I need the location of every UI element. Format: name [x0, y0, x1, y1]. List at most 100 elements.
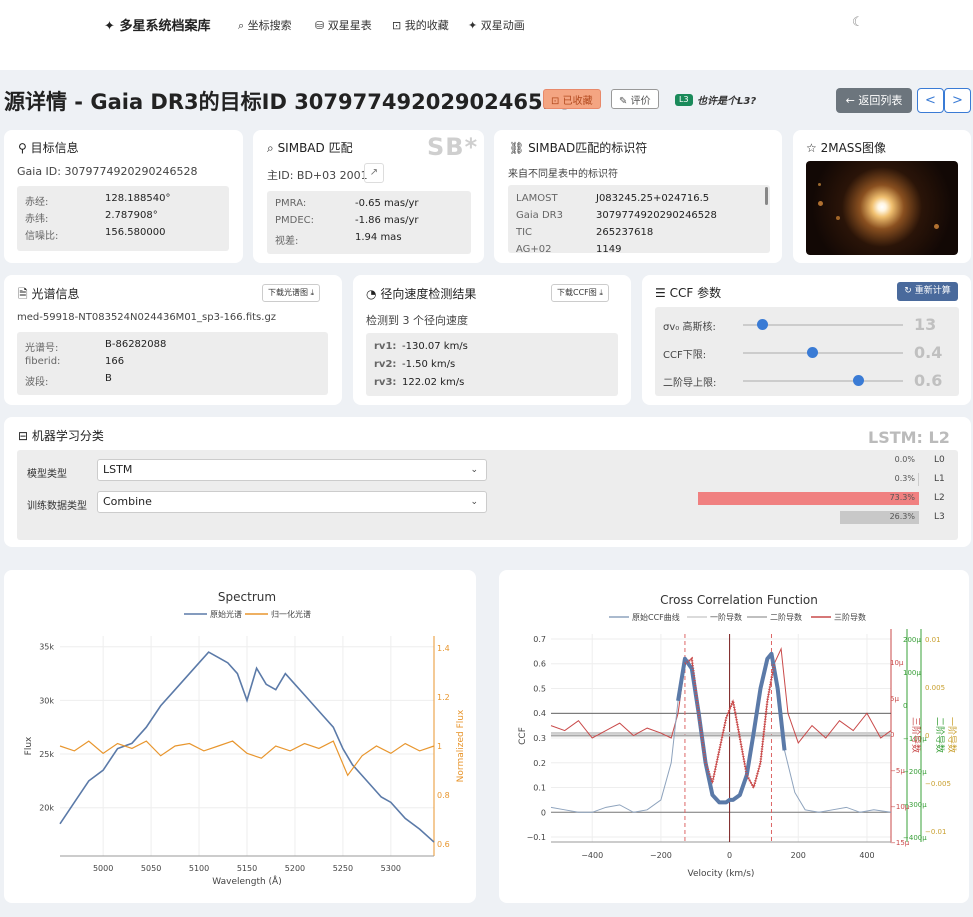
nav-binary-catalog[interactable]: ⛁ 双星星表: [315, 17, 372, 33]
bookmark-icon: ⊡: [392, 19, 402, 32]
y2-axis-label: Normalized Flux: [456, 709, 466, 782]
rate-label: 评价: [630, 96, 651, 107]
x-tick-label: 400: [859, 851, 874, 860]
prev-button[interactable]: <: [917, 88, 944, 113]
card-title: 光谱信息: [31, 287, 80, 301]
nav-binary-animation[interactable]: ✦ 双星动画: [468, 17, 525, 33]
slider-track[interactable]: [743, 352, 903, 354]
train-data-select[interactable]: Combine ⌄: [97, 491, 487, 513]
moon-icon[interactable]: ☾: [852, 15, 864, 30]
y3-tick-label: −300μ: [903, 801, 927, 809]
rv3-key: rv3:: [374, 377, 397, 388]
brand-label: 多星系统档案库: [119, 19, 211, 34]
card-title: 目标信息: [30, 141, 79, 155]
ident-key: LAMOST: [516, 193, 558, 204]
ident-key: AG+02: [516, 244, 552, 253]
download-spectrum-button[interactable]: 下载光谱图 ⤓: [262, 284, 321, 302]
slider-knob[interactable]: [806, 347, 818, 358]
y-tick-label: 25k: [39, 750, 54, 759]
y3-tick-label: 0: [903, 702, 907, 710]
sparkle-icon: ✦: [104, 19, 115, 34]
ml-result: LSTM: L2: [868, 428, 950, 447]
sliders-icon: ☰: [655, 286, 666, 300]
y-tick-label: 0: [541, 808, 546, 817]
y4-tick-label: 0.005: [925, 684, 945, 692]
y-tick-label: −0.1: [527, 833, 546, 842]
brand[interactable]: ✦ 多星系统档案库: [104, 15, 210, 34]
simbad-box: [267, 191, 471, 254]
ident-value: 1149: [596, 244, 622, 253]
pmdec-key: PMDEC:: [275, 215, 315, 226]
refresh-icon: ↻: [904, 286, 912, 296]
nav-my-favorites[interactable]: ⊡ 我的收藏: [392, 17, 449, 33]
card-title: 2MASS图像: [820, 141, 887, 155]
bookmark-icon: ⊡: [551, 96, 560, 107]
star-dot: [836, 216, 840, 220]
series-normalized-spectrum: [59, 740, 435, 777]
next-button[interactable]: >: [944, 88, 971, 113]
back-to-list-button[interactable]: ← 返回列表: [836, 88, 912, 113]
identifiers-list[interactable]: LAMOST J083245.25+024716.5 Gaia DR3 3079…: [508, 185, 770, 253]
y-tick-label: 0.3: [533, 734, 546, 743]
favorite-button[interactable]: ⊡ 已收藏: [543, 89, 601, 109]
rate-button[interactable]: ✎ 评价: [611, 89, 659, 109]
recalc-label: 重新计算: [914, 286, 951, 296]
l3-hint: 也许是个L3?: [697, 96, 757, 107]
slider-value: 0.4: [914, 343, 943, 362]
recalculate-button[interactable]: ↻ 重新计算: [897, 282, 958, 301]
rv-title: ◔ 径向速度检测结果: [366, 285, 476, 302]
card-title: SIMBAD匹配的标识符: [528, 141, 648, 155]
location-icon: ⚲: [18, 141, 27, 155]
download-label: 下载CCF图: [557, 288, 597, 297]
y2-tick-label: −10μ: [890, 803, 910, 811]
robot-icon: ⊟: [18, 429, 29, 443]
x-tick-label: 5100: [189, 864, 209, 873]
simbad-title: ⌕ SIMBAD 匹配: [267, 139, 353, 156]
card-title: 机器学习分类: [31, 429, 104, 443]
nav-label: 坐标搜索: [247, 19, 292, 32]
snr-key: 信噪比:: [25, 231, 59, 242]
chart-title: Spectrum: [218, 590, 276, 604]
slider-knob[interactable]: [853, 375, 865, 386]
dec-key: 赤纬:: [25, 214, 49, 225]
page-title: 源详情 - Gaia DR3的目标ID 3079774920290246528: [4, 90, 572, 114]
dec-value: 2.787908°: [105, 210, 158, 221]
ml-title: ⊟ 机器学习分类: [18, 427, 104, 444]
y3-tick-label: −400μ: [903, 834, 927, 842]
y2-tick-label: 5μ: [890, 695, 899, 703]
star-dot: [818, 201, 823, 206]
y-tick-label: 0.7: [533, 635, 546, 644]
slider-label: σv₀ 高斯核:: [663, 322, 716, 333]
prob-class: L0: [934, 455, 945, 465]
model-type-select[interactable]: LSTM ⌄: [97, 459, 487, 481]
prob-label: 26.3%: [889, 512, 915, 521]
ra-key: 赤经:: [25, 197, 49, 208]
twomass-image: [806, 161, 958, 255]
legend-label: 原始CCF曲线: [632, 612, 680, 622]
prob-bar: [697, 492, 919, 505]
band-key: 波段:: [25, 377, 49, 388]
spectrum-chart[interactable]: Spectrum 原始光谱 归一化光谱 5000 5050 5100 5150 5200 525…: [4, 570, 476, 903]
download-ccf-button[interactable]: 下载CCF图 ⤓: [551, 284, 609, 302]
parallax-value: 1.94 mas: [355, 232, 402, 243]
scrollbar-thumb[interactable]: [765, 187, 768, 205]
ident-value: J083245.25+024716.5: [596, 193, 710, 204]
x-tick-label: −200: [650, 851, 672, 860]
external-link-icon[interactable]: ↗: [364, 163, 384, 183]
star-dot: [934, 224, 939, 229]
slider-track[interactable]: [743, 324, 903, 326]
prob-class: L2: [934, 493, 945, 503]
y-tick-label: 0.2: [533, 759, 546, 768]
spectrum-chart-card: Spectrum 原始光谱 归一化光谱 5000 5050 5100 5150 5200 525…: [4, 570, 476, 903]
y-tick-label: 30k: [39, 696, 54, 705]
x-tick-label: 5000: [93, 864, 113, 873]
slider-knob[interactable]: [757, 319, 769, 330]
download-icon: ⤓: [310, 288, 315, 297]
nav-coordinate-search[interactable]: ⌕ 坐标搜索: [238, 17, 292, 33]
slider-track[interactable]: [743, 380, 903, 382]
y3-tick-label: 200μ: [903, 636, 921, 644]
sparkle-icon: ✦: [468, 19, 478, 32]
search-icon: ⌕: [267, 141, 274, 155]
prob-label: 0.3%: [894, 474, 915, 483]
